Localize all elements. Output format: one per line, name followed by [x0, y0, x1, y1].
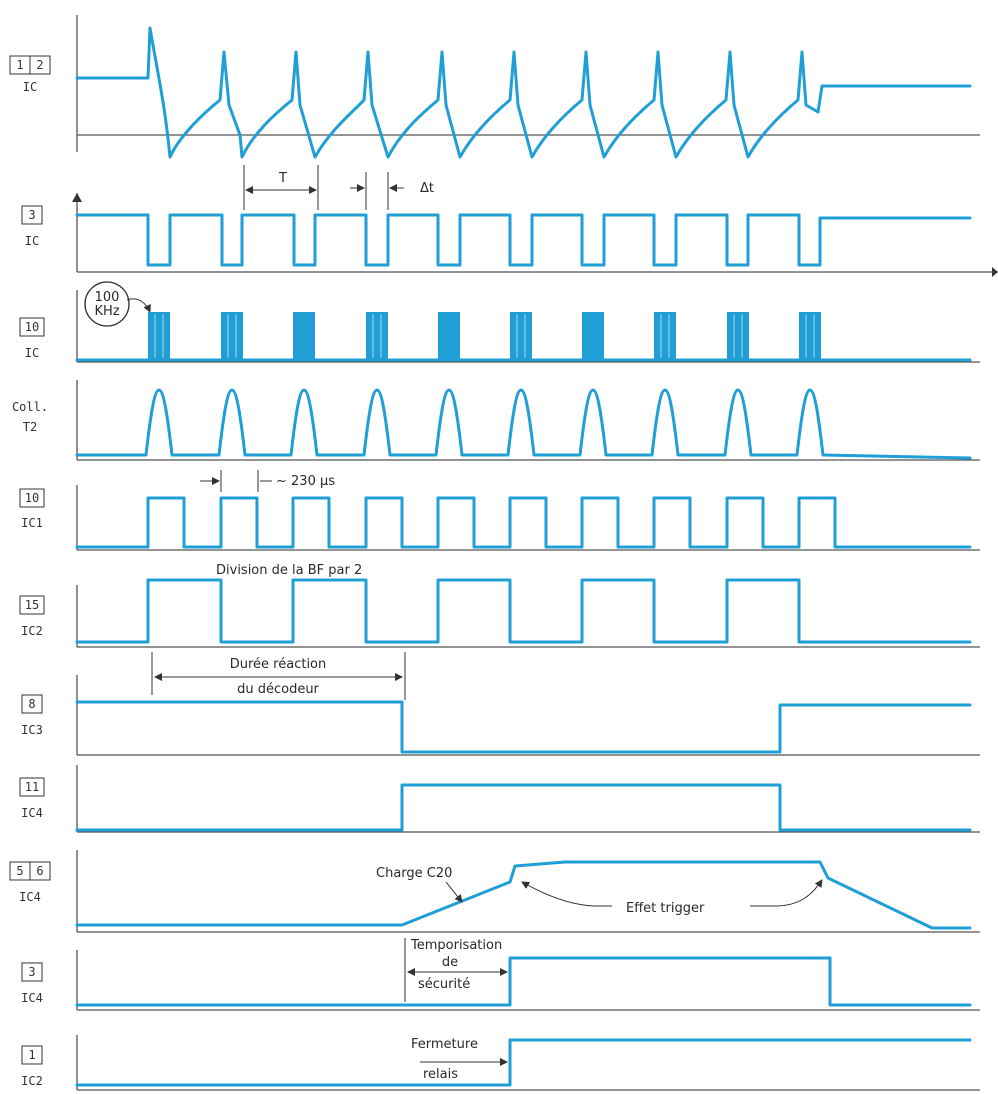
waveform-ic2-1 — [75, 1038, 972, 1087]
pin-number: 1 — [16, 58, 23, 72]
row-label-ic2-15: 15 IC2 — [19, 595, 45, 638]
frequency-unit: KHz — [94, 304, 119, 319]
chip-name: IC2 — [21, 1074, 43, 1088]
pin-number: 11 — [25, 780, 39, 794]
row-label-ic1-10: 10 IC1 — [19, 488, 45, 530]
relay-label-line1: Fermeture — [411, 1037, 478, 1052]
relay-label-line2: relais — [423, 1067, 458, 1082]
pin-number: 10 — [25, 491, 39, 505]
chip-name: IC — [23, 80, 37, 94]
pin-number: 15 — [25, 598, 39, 612]
pin-number: 3 — [28, 965, 35, 979]
pin-number: 1 — [28, 1048, 35, 1062]
chip-name: IC4 — [19, 890, 41, 904]
pin-number: 2 — [36, 58, 43, 72]
axes — [72, 15, 998, 1091]
decoder-label-line2: du décodeur — [237, 682, 319, 697]
chip-name: IC1 — [21, 516, 43, 530]
waveform-ic-1-2 — [75, 26, 972, 159]
period-marker: T — [243, 165, 319, 210]
row-label-ic4-3: 3 IC4 — [21, 962, 43, 1005]
chip-name: IC4 — [21, 806, 43, 820]
decoder-reaction-marker: Durée réaction du décodeur — [151, 652, 406, 700]
temporisation-line1: Temporisation — [410, 938, 502, 953]
delta-t-label: Δt — [420, 181, 434, 196]
waveform-ic2-15 — [75, 578, 972, 644]
temporisation-line3: sécurité — [418, 977, 470, 992]
axis-arrow — [992, 267, 998, 277]
row-label-ic3-8: 8 IC3 — [21, 694, 43, 737]
division-label: Division de la BF par 2 — [216, 563, 362, 578]
pin-number: 3 — [28, 208, 35, 222]
pin-number: 6 — [36, 864, 43, 878]
waveform-ic-10 — [75, 312, 972, 362]
decoder-label-line1: Durée réaction — [230, 657, 327, 672]
trigger-annotation: Effet trigger — [521, 879, 823, 916]
waveform-ic-3 — [75, 213, 972, 267]
relay-closing-annotation: Fermeture relais — [411, 1037, 508, 1082]
axis-arrow — [72, 193, 82, 202]
chip-name: IC2 — [21, 624, 43, 638]
row-label-ic2-1: 1 IC2 — [21, 1045, 43, 1088]
waveform-t2 — [75, 388, 972, 460]
temporisation-marker: Temporisation de sécurité — [404, 938, 508, 1002]
waveform-ic1-10 — [75, 496, 972, 549]
frequency-badge: 100 KHz — [84, 281, 151, 327]
pulse-width-label: ~ 230 µs — [276, 474, 335, 489]
pulse-width-marker: ~ 230 µs — [200, 470, 335, 492]
row-label-ic-3: 3 IC — [21, 205, 43, 248]
trigger-label: Effet trigger — [626, 901, 705, 916]
pin-number: 5 — [16, 864, 23, 878]
signal-name: T2 — [23, 420, 37, 434]
row-label-t2: Coll. T2 — [12, 400, 48, 434]
period-label: T — [278, 171, 287, 186]
chip-name: IC — [25, 234, 39, 248]
chip-name: IC3 — [21, 723, 43, 737]
waveform-ic3-8 — [75, 700, 972, 754]
delta-t-marker: Δt — [350, 172, 434, 210]
waveform-ic4-5-6 — [75, 860, 972, 930]
charge-label: Charge C20 — [376, 866, 452, 881]
chip-name: IC4 — [21, 991, 43, 1005]
row-label-ic4-5-6: 5 6 IC4 — [9, 861, 51, 904]
waveform-ic4-11 — [75, 783, 972, 832]
chip-name: IC — [25, 346, 39, 360]
row-label-ic-10: 10 IC — [19, 317, 45, 360]
charge-annotation: Charge C20 — [376, 866, 463, 903]
row-label-ic-1-2: 1 2 IC — [9, 55, 51, 94]
waveform-ic4-3 — [75, 956, 972, 1007]
pin-number: 10 — [25, 320, 39, 334]
signal-name: Coll. — [12, 400, 48, 414]
pin-number: 8 — [28, 697, 35, 711]
row-label-ic4-11: 11 IC4 — [19, 777, 45, 820]
frequency-value: 100 — [95, 290, 120, 305]
temporisation-line2: de — [442, 955, 458, 970]
